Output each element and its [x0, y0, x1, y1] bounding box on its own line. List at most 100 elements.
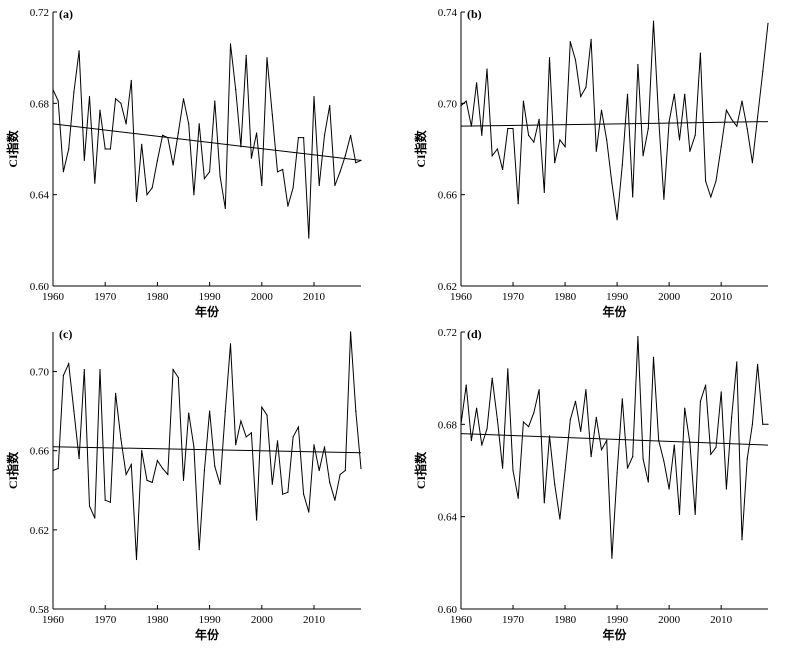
- series-line: [460, 21, 769, 220]
- data-point: [632, 456, 634, 458]
- data-point: [751, 162, 754, 164]
- data-point: [52, 89, 54, 91]
- data-point: [502, 168, 504, 171]
- data-point: [308, 511, 310, 513]
- data-point: [167, 473, 169, 476]
- data-point: [637, 336, 639, 338]
- data-point: [271, 114, 273, 116]
- x-tick-label: 2000: [251, 614, 274, 626]
- data-point: [569, 419, 571, 421]
- data-point: [188, 412, 190, 414]
- data-point: [120, 438, 122, 440]
- data-point: [694, 134, 696, 136]
- x-tick-label: 2010: [303, 614, 326, 626]
- data-point: [481, 134, 483, 136]
- data-point: [313, 95, 315, 98]
- data-point: [705, 384, 707, 386]
- data-point: [715, 180, 717, 182]
- data-point: [491, 377, 493, 379]
- x-tick-label: 1980: [554, 291, 577, 303]
- data-point: [616, 219, 618, 221]
- data-point: [198, 549, 200, 551]
- panel-label: (d): [467, 327, 482, 341]
- data-point: [104, 148, 106, 150]
- data-point: [78, 50, 80, 52]
- data-point: [334, 184, 336, 187]
- data-point: [517, 497, 519, 499]
- x-tick-label: 1970: [94, 291, 117, 303]
- data-point: [502, 467, 504, 469]
- data-point: [261, 406, 263, 408]
- data-point: [224, 410, 226, 412]
- data-point: [57, 100, 59, 102]
- data-point: [177, 132, 179, 134]
- data-point: [99, 109, 101, 111]
- data-point: [276, 440, 279, 442]
- y-tick-label: 0.66: [30, 446, 50, 458]
- data-point: [203, 469, 205, 472]
- data-point: [668, 488, 670, 490]
- x-tick-label: 1970: [502, 614, 525, 626]
- data-point: [125, 123, 127, 125]
- data-point: [626, 93, 629, 95]
- data-point: [465, 384, 467, 386]
- data-point: [616, 472, 618, 474]
- data-point: [177, 376, 179, 379]
- data-point: [585, 86, 587, 88]
- data-point: [522, 100, 525, 102]
- data-point: [350, 331, 352, 333]
- data-point: [663, 198, 665, 200]
- data-point: [88, 505, 91, 507]
- data-point: [580, 430, 582, 432]
- data-point: [339, 473, 341, 476]
- data-point: [569, 41, 571, 43]
- x-tick-label: 1960: [450, 614, 473, 626]
- data-point: [710, 196, 712, 198]
- y-axis-label: CI指数: [413, 451, 428, 489]
- y-tick-label: 0.66: [438, 190, 458, 202]
- data-point: [767, 423, 769, 425]
- data-point: [460, 105, 462, 107]
- data-point: [193, 194, 195, 196]
- data-point: [261, 184, 263, 187]
- data-point: [73, 91, 75, 93]
- data-point: [214, 465, 216, 468]
- data-point: [725, 109, 728, 111]
- data-point: [507, 368, 509, 370]
- data-point: [720, 391, 722, 393]
- data-point: [57, 467, 59, 470]
- data-point: [481, 444, 483, 446]
- data-point: [543, 191, 545, 193]
- y-axis-label: CI指数: [5, 129, 20, 167]
- y-tick-label: 0.70: [30, 367, 50, 379]
- trend-line: [460, 433, 769, 446]
- data-point: [689, 150, 691, 152]
- data-point: [574, 400, 577, 402]
- data-point: [329, 105, 331, 107]
- x-tick-label: 1960: [42, 614, 65, 626]
- data-point: [303, 137, 305, 139]
- data-point: [642, 458, 644, 460]
- data-point: [673, 93, 675, 95]
- x-tick-label: 1980: [554, 614, 577, 626]
- data-point: [533, 141, 535, 143]
- data-point: [559, 139, 561, 141]
- y-tick-label: 0.60: [30, 281, 50, 293]
- data-point: [156, 460, 158, 462]
- data-point: [88, 95, 91, 98]
- data-point: [746, 127, 748, 130]
- data-point: [360, 467, 362, 470]
- data-point: [344, 155, 346, 157]
- data-point: [574, 59, 577, 61]
- data-point: [94, 517, 96, 519]
- data-point: [559, 518, 561, 520]
- data-point: [543, 502, 545, 504]
- data-point: [491, 155, 493, 157]
- data-point: [282, 168, 284, 171]
- data-point: [741, 539, 743, 541]
- data-point: [757, 116, 759, 118]
- data-point: [109, 501, 111, 503]
- y-tick-label: 0.58: [30, 604, 50, 616]
- data-point: [245, 436, 247, 438]
- data-point: [256, 132, 258, 134]
